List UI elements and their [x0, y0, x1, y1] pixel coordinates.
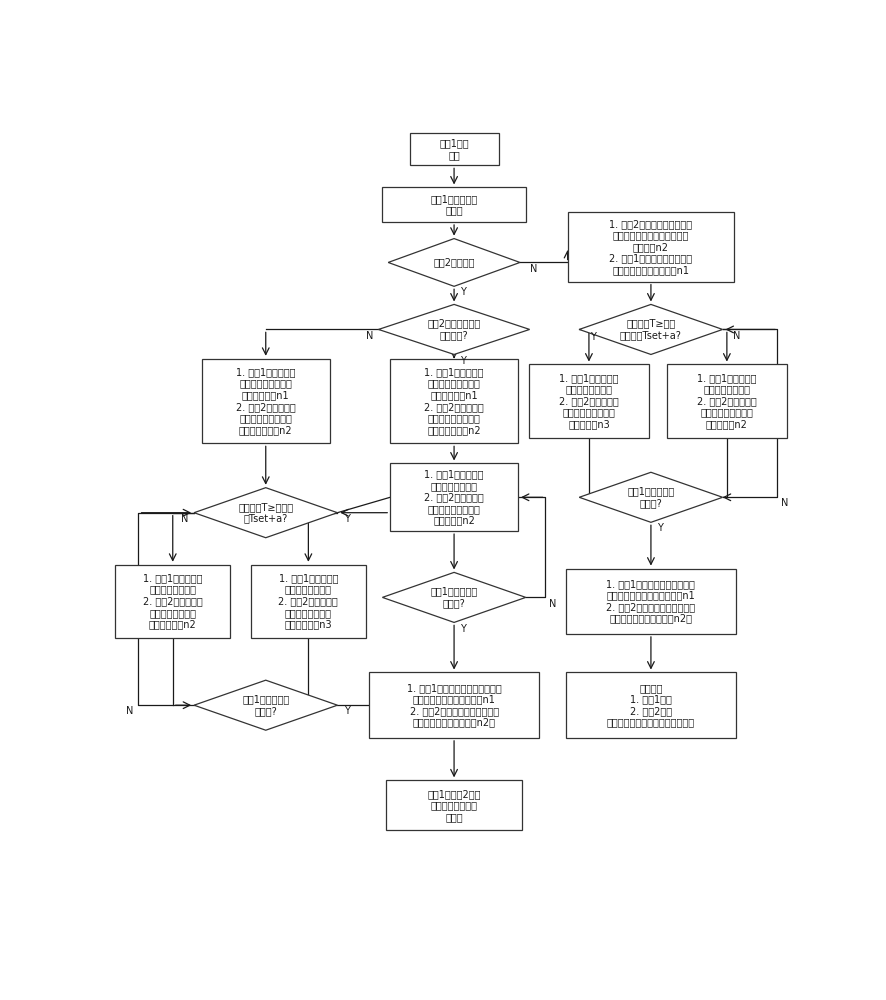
Text: N: N — [781, 498, 789, 508]
Text: Y: Y — [344, 706, 350, 716]
Bar — [383, 187, 525, 222]
Polygon shape — [579, 472, 723, 522]
Bar — [390, 463, 518, 531]
Text: Y: Y — [657, 523, 663, 533]
Text: 机组1达到退出除
霜条件?: 机组1达到退出除 霜条件? — [627, 487, 674, 508]
Text: 机组1达到进入除
霜条件: 机组1达到进入除 霜条件 — [431, 194, 478, 216]
Bar — [369, 672, 540, 738]
Text: N: N — [127, 706, 134, 716]
Text: 1. 机组1除霜控制第
二阶段，有效除霜
2. 机组2模块化控制
第二阶段，压缩机频
率设定高频n3: 1. 机组1除霜控制第 二阶段，有效除霜 2. 机组2模块化控制 第二阶段，压缩… — [559, 373, 618, 429]
Bar — [115, 565, 230, 638]
Polygon shape — [378, 304, 530, 354]
Polygon shape — [194, 488, 338, 538]
Text: Y: Y — [590, 332, 596, 342]
Text: 1. 机组1除霜控制第三阶段，退出
除霜，压缩机频率设定低频n1
2. 机组2退出模块化控制第三阶
段，压缩机频率设定中频n2。: 1. 机组1除霜控制第三阶段，退出 除霜，压缩机频率设定低频n1 2. 机组2退… — [407, 683, 501, 728]
Text: 轮转控制
1. 机组1关机
2. 机组2运行
机组标志轮换，进入正常运行状态: 轮转控制 1. 机组1关机 2. 机组2运行 机组标志轮换，进入正常运行状态 — [607, 683, 695, 728]
Text: 1. 机组2开机运行，进入模块
化控制第一阶段，压缩机频率
设定中频n2
2. 机组1进入除霜控制第一阶
段，压缩机频率设定低频n1: 1. 机组2开机运行，进入模块 化控制第一阶段，压缩机频率 设定中频n2 2. … — [610, 219, 693, 275]
Text: N: N — [181, 514, 189, 524]
Text: N: N — [530, 264, 538, 274]
Polygon shape — [383, 572, 525, 622]
Text: 机组1和机组2标志
轮转，进入正常运
行状态: 机组1和机组2标志 轮转，进入正常运 行状态 — [427, 789, 481, 822]
Polygon shape — [388, 239, 520, 286]
Text: 1. 机组1进入除霜控
制第一阶段，压缩机
频率设定低频n1
2. 机组2进入模块化
控制第一阶段，压缩
机频率设定中频n2: 1. 机组1进入除霜控 制第一阶段，压缩机 频率设定低频n1 2. 机组2进入模… — [236, 367, 296, 435]
Bar — [386, 780, 522, 830]
Bar — [667, 364, 787, 438]
Text: N: N — [733, 331, 740, 341]
Text: Y: Y — [344, 514, 350, 524]
Text: Y: Y — [461, 624, 466, 634]
Bar — [565, 569, 736, 634]
Text: 1. 机组1除霜控制第
二阶段，有效除霜
2. 机组2模块化控制
第二阶段，压缩机频
率设定中频n2: 1. 机组1除霜控制第 二阶段，有效除霜 2. 机组2模块化控制 第二阶段，压缩… — [697, 373, 757, 429]
Text: 1. 机组1除霜控制第三阶段，退
出除霜，压缩机频率设定低频n1
2. 机组2退出模块化控制第三阶
段，压缩机频率设定中频n2。: 1. 机组1除霜控制第三阶段，退 出除霜，压缩机频率设定低频n1 2. 机组2退… — [606, 579, 696, 624]
Bar — [565, 672, 736, 738]
Polygon shape — [579, 304, 723, 354]
Text: 机组1达到退出除
霜条件?: 机组1达到退出除 霜条件? — [242, 694, 290, 716]
Text: 1. 机组1除霜控制第
二阶段，有效除霜
2. 机组2模块化控制
第二阶段，压缩机
频率设定中频n2: 1. 机组1除霜控制第 二阶段，有效除霜 2. 机组2模块化控制 第二阶段，压缩… — [143, 573, 203, 629]
Bar — [409, 133, 499, 165]
Text: N: N — [366, 331, 373, 341]
Text: 机组1达到退出除
霜条件?: 机组1达到退出除 霜条件? — [431, 587, 478, 608]
Bar — [390, 359, 518, 443]
Text: 舱内温度T≥目标
设定温度Tset+a?: 舱内温度T≥目标 设定温度Tset+a? — [620, 319, 682, 340]
Text: 1. 机组1除霜控制第
二阶段，有效除霜
2. 机组2模块化控制
第二阶段，压缩机频
率设定中频n2: 1. 机组1除霜控制第 二阶段，有效除霜 2. 机组2模块化控制 第二阶段，压缩… — [424, 469, 484, 526]
Text: 1. 机组1进入除霜控
制第一阶段，压缩机
频率设定低频n1
2. 机组2进入模块化
控制第一阶段，压缩
机频率设定中频n2: 1. 机组1进入除霜控 制第一阶段，压缩机 频率设定低频n1 2. 机组2进入模… — [424, 367, 484, 435]
Text: Y: Y — [461, 356, 466, 366]
Text: 机组1正常
运行: 机组1正常 运行 — [439, 138, 469, 160]
Polygon shape — [194, 680, 338, 730]
Bar — [202, 359, 330, 443]
Text: 机组2是否达到进入
除霜条件?: 机组2是否达到进入 除霜条件? — [427, 319, 481, 340]
Text: 1. 机组1除霜控制第
二阶段，有效除霜
2. 机组2模块化控制
第二阶段，压缩机
频率设定高频n3: 1. 机组1除霜控制第 二阶段，有效除霜 2. 机组2模块化控制 第二阶段，压缩… — [278, 573, 338, 629]
Text: N: N — [548, 599, 556, 609]
Text: 机组2是否运行: 机组2是否运行 — [433, 257, 475, 267]
Text: 舱内温度T≥目标设
定Tset+a?: 舱内温度T≥目标设 定Tset+a? — [238, 502, 293, 524]
Bar — [529, 364, 649, 438]
Bar — [568, 212, 734, 282]
Text: Y: Y — [461, 287, 466, 297]
Bar — [251, 565, 366, 638]
